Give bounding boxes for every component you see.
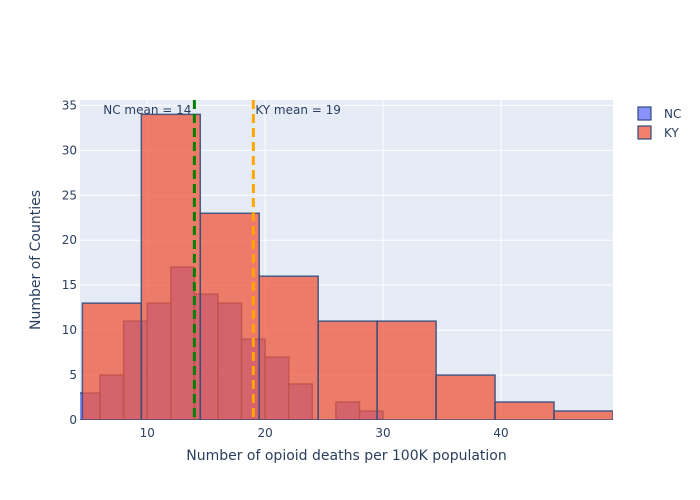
- legend-label: NC: [664, 107, 681, 121]
- bar-ky[interactable]: [200, 213, 259, 420]
- bar-ky[interactable]: [141, 114, 200, 420]
- bar-ky[interactable]: [318, 321, 377, 420]
- legend-label: KY: [664, 126, 679, 140]
- y-tick-label: 35: [62, 98, 77, 112]
- y-tick-label: 10: [62, 323, 77, 337]
- x-tick-label: 10: [140, 426, 155, 440]
- bar-ky[interactable]: [436, 375, 495, 420]
- y-tick-label: 30: [62, 143, 77, 157]
- legend-swatch: [638, 107, 651, 120]
- legend-swatch: [638, 126, 651, 139]
- bar-ky[interactable]: [554, 411, 613, 420]
- x-axis-title: Number of opioid deaths per 100K populat…: [186, 448, 507, 464]
- bar-ky[interactable]: [82, 303, 141, 420]
- y-tick-label: 5: [69, 368, 77, 382]
- bar-ky[interactable]: [377, 321, 436, 420]
- y-tick-label: 20: [62, 233, 77, 247]
- y-tick-label: 25: [62, 188, 77, 202]
- bar-ky[interactable]: [495, 402, 554, 420]
- y-tick-label: 0: [69, 413, 77, 427]
- x-tick-label: 40: [493, 426, 508, 440]
- bar-ky[interactable]: [259, 276, 318, 420]
- y-axis-title: Number of Counties: [28, 190, 44, 330]
- mean-label: KY mean = 19: [255, 103, 341, 117]
- x-tick-label: 30: [375, 426, 390, 440]
- mean-label: NC mean = 14: [103, 103, 191, 117]
- x-tick-label: 20: [257, 426, 272, 440]
- y-tick-label: 15: [62, 278, 77, 292]
